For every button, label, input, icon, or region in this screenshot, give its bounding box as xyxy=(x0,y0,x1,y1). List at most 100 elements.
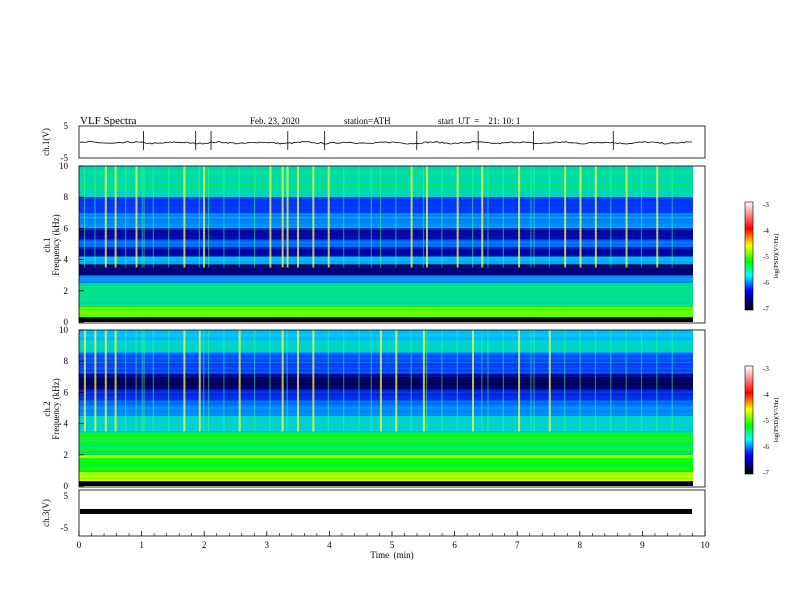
sferic-streak xyxy=(441,330,443,432)
sferic-streak xyxy=(564,330,566,432)
spectrogram-texture-line xyxy=(79,400,693,402)
sferic-streak xyxy=(395,166,397,268)
colorbar-tick-label: -3 xyxy=(763,365,769,373)
spectrogram-texture-line xyxy=(79,295,693,297)
spectrogram-texture-line xyxy=(79,182,693,184)
sferic-streak xyxy=(481,166,484,268)
sferic-streak xyxy=(207,330,210,432)
spectrogram-texture-line xyxy=(79,422,693,424)
sferic-streak xyxy=(83,330,86,432)
ytick-label: 4 xyxy=(64,419,69,429)
spectrogram-texture-line xyxy=(79,466,693,468)
spectrogram-base-strip xyxy=(79,317,693,322)
sferic-streak xyxy=(207,166,210,268)
xtick-label: 3 xyxy=(265,540,270,550)
sferic-streak xyxy=(327,166,330,268)
sferic-streak xyxy=(487,330,489,432)
colorbar-gradient xyxy=(744,365,754,475)
spectrogram-texture-line xyxy=(79,406,693,408)
xtick-label: 2 xyxy=(202,540,207,550)
sferic-streak xyxy=(594,330,597,432)
sferic-streak xyxy=(564,166,567,268)
spectrogram-texture-line xyxy=(79,366,693,368)
ch1-ytick-top: 5 xyxy=(64,121,69,131)
xtick-label: 0 xyxy=(77,540,82,550)
spectrogram-texture-line xyxy=(79,306,693,308)
spectrogram-texture-line xyxy=(79,228,693,230)
spectrogram-texture-line xyxy=(79,404,693,406)
spectrogram-texture-line xyxy=(79,380,693,382)
spectrogram-texture-line xyxy=(79,180,693,182)
sferic-streak xyxy=(198,166,200,268)
spectrogram-texture-line xyxy=(79,332,693,334)
spectrogram-texture-line xyxy=(79,420,693,422)
sferic-streak xyxy=(625,166,628,268)
spectrogram-texture-line xyxy=(79,275,693,277)
sferic-streak xyxy=(297,166,300,268)
spectrogram-texture-line xyxy=(79,462,693,464)
spectrogram-texture-line xyxy=(79,217,693,219)
spectrogram-texture-line xyxy=(79,221,693,223)
sferic-streak xyxy=(297,330,300,432)
xtick-label: 7 xyxy=(515,540,520,550)
xtick-label: 6 xyxy=(452,540,457,550)
spectrogram-texture-line xyxy=(79,264,693,266)
colorbar-label: log(PSD)(V²/Hz) xyxy=(773,398,780,443)
ch2-ylabel-line2: Frequency (kHz) xyxy=(51,378,61,439)
spectrogram-texture-line xyxy=(79,359,693,361)
colorbar-tick-label: -5 xyxy=(763,417,769,425)
spectrogram-texture-line xyxy=(79,368,693,370)
spectrogram-base-strip xyxy=(79,481,693,486)
sferic-streak xyxy=(125,166,127,268)
spectrogram-texture-line xyxy=(79,170,693,172)
spectrogram-texture-line xyxy=(79,383,693,385)
sferic-streak xyxy=(254,330,256,432)
sferic-streak xyxy=(579,166,582,268)
ch1-spectrogram-ylabel: ch.1 xyxy=(42,237,52,252)
spectrogram-texture-line xyxy=(79,237,693,239)
spectrogram-texture-line xyxy=(79,414,693,416)
ch2-spectrogram-panel: 0 2 4 6 8 10 ch.2 Frequency (kHz) xyxy=(42,325,706,491)
spectrogram-texture-line xyxy=(79,372,693,374)
sferic-streak xyxy=(135,166,138,268)
ytick-label: 2 xyxy=(64,450,69,460)
sferic-streak xyxy=(327,330,329,432)
spectrogram-band xyxy=(79,275,693,283)
spectrogram-texture-line xyxy=(79,313,693,315)
spectrogram-texture-line xyxy=(79,297,693,299)
spectrogram-texture-line xyxy=(79,224,693,226)
spectrogram-texture-line xyxy=(79,273,693,275)
spectrogram-texture-line xyxy=(79,207,693,209)
ch3-ytick-top: 5 xyxy=(64,491,69,501)
sferic-streak xyxy=(152,330,154,432)
sferic-streak xyxy=(114,330,117,432)
colorbar-tick-label: -3 xyxy=(763,201,769,209)
spectrogram-texture-line xyxy=(79,427,693,429)
ytick-label: 4 xyxy=(64,255,69,265)
spectrogram-texture-line xyxy=(79,201,693,203)
sferic-streak xyxy=(379,166,382,268)
spectrogram-texture-line xyxy=(79,455,693,457)
sferic-streak xyxy=(281,166,284,268)
sferic-streak xyxy=(203,166,206,268)
ch1-waveform-panel: 5 -5 ch.1(V) xyxy=(41,121,706,163)
ch1-spikes xyxy=(143,131,614,150)
spectrogram-texture-line xyxy=(79,387,693,389)
spectrogram-band xyxy=(79,415,693,432)
spectrogram-texture-line xyxy=(79,166,693,168)
spectrogram-texture-line xyxy=(79,470,693,472)
sferic-streak xyxy=(168,166,170,268)
sferic-streak xyxy=(625,330,627,432)
spectrogram-texture-line xyxy=(79,239,693,241)
spectrogram-band xyxy=(79,373,693,390)
sferic-streak xyxy=(472,166,474,268)
spectrogram-texture-line xyxy=(79,476,693,478)
ytick-label: 0 xyxy=(64,317,69,327)
ch2-yticks: 0 2 4 6 8 10 xyxy=(59,325,84,491)
spectrogram-texture-line xyxy=(79,219,693,221)
spectrogram-texture-line xyxy=(79,304,693,306)
sferic-streak xyxy=(198,330,201,432)
spectrogram-texture-line xyxy=(79,410,693,412)
ch3-waveform-panel: 5 -5 ch.3(V) xyxy=(41,489,706,537)
sferic-streak xyxy=(312,330,315,432)
